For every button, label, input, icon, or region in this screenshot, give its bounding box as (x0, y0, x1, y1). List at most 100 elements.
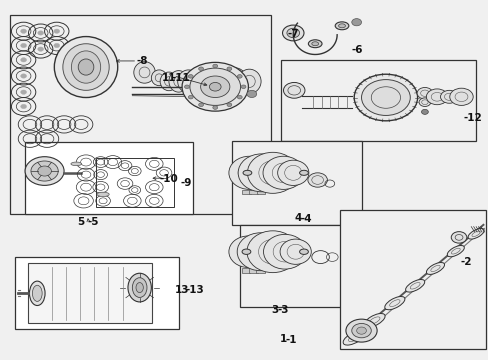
Ellipse shape (299, 170, 308, 175)
Circle shape (449, 88, 472, 105)
Text: -5: -5 (87, 217, 99, 227)
Circle shape (237, 95, 242, 99)
Text: 1: 1 (279, 334, 286, 344)
Ellipse shape (237, 233, 284, 271)
Ellipse shape (263, 234, 306, 269)
Ellipse shape (363, 314, 385, 328)
Text: -3: -3 (277, 305, 288, 315)
Ellipse shape (32, 285, 42, 301)
Ellipse shape (334, 22, 348, 30)
Circle shape (241, 85, 245, 89)
Circle shape (25, 157, 64, 185)
Circle shape (38, 47, 43, 51)
Circle shape (209, 82, 221, 91)
Text: -11: -11 (171, 73, 190, 83)
Circle shape (426, 89, 447, 105)
Text: 5: 5 (78, 217, 84, 227)
Ellipse shape (128, 273, 151, 302)
Ellipse shape (228, 156, 269, 189)
Circle shape (418, 98, 430, 107)
Ellipse shape (467, 229, 483, 239)
Ellipse shape (203, 67, 231, 96)
Circle shape (416, 87, 432, 99)
Bar (10, 15, 271, 214)
Ellipse shape (277, 160, 308, 185)
Ellipse shape (338, 24, 345, 28)
Bar (339, 211, 485, 348)
Ellipse shape (247, 152, 298, 193)
Bar (232, 140, 361, 225)
Circle shape (20, 29, 26, 33)
Bar (25, 142, 193, 214)
Ellipse shape (78, 59, 94, 75)
Circle shape (188, 95, 193, 99)
Text: -12: -12 (463, 113, 482, 123)
Circle shape (182, 62, 248, 111)
Circle shape (212, 106, 217, 109)
Circle shape (345, 319, 376, 342)
Ellipse shape (246, 231, 298, 273)
Ellipse shape (308, 40, 322, 48)
Ellipse shape (263, 156, 304, 189)
Circle shape (38, 166, 51, 176)
Circle shape (282, 25, 304, 41)
Text: -7: -7 (287, 29, 299, 39)
Bar (27, 263, 152, 323)
Ellipse shape (177, 70, 199, 93)
Bar (256, 268, 264, 273)
Circle shape (283, 82, 305, 98)
Circle shape (198, 67, 203, 71)
Ellipse shape (71, 162, 81, 166)
Bar (242, 190, 250, 194)
Ellipse shape (160, 72, 177, 91)
Circle shape (353, 74, 417, 121)
Bar (249, 190, 258, 194)
Ellipse shape (405, 279, 424, 292)
Circle shape (450, 231, 466, 243)
Circle shape (246, 90, 256, 98)
Ellipse shape (299, 249, 308, 255)
Ellipse shape (187, 68, 213, 94)
Ellipse shape (134, 62, 155, 83)
Circle shape (31, 161, 58, 181)
Text: 3: 3 (270, 305, 278, 315)
Bar (15, 257, 178, 329)
Circle shape (351, 323, 370, 338)
Bar (239, 225, 363, 307)
Text: -1: -1 (285, 334, 297, 345)
Circle shape (440, 90, 457, 103)
Text: -6: -6 (351, 45, 363, 55)
Ellipse shape (151, 70, 166, 86)
Ellipse shape (447, 246, 464, 257)
Ellipse shape (426, 262, 444, 274)
Text: -8: -8 (136, 56, 147, 66)
Ellipse shape (71, 51, 101, 83)
Ellipse shape (384, 297, 404, 310)
Circle shape (198, 103, 203, 107)
Bar (241, 268, 250, 273)
Text: -10: -10 (159, 174, 178, 184)
Ellipse shape (280, 239, 311, 264)
Text: 13: 13 (175, 285, 189, 296)
Circle shape (226, 67, 231, 71)
Text: -9: -9 (180, 178, 191, 188)
Circle shape (20, 74, 26, 78)
Circle shape (38, 31, 43, 35)
Text: 4: 4 (294, 213, 301, 222)
Circle shape (356, 327, 366, 334)
Circle shape (184, 85, 189, 89)
Ellipse shape (242, 249, 250, 255)
Text: -13: -13 (184, 285, 203, 296)
Circle shape (20, 43, 26, 48)
Circle shape (20, 58, 26, 62)
Bar (256, 190, 265, 194)
Ellipse shape (168, 71, 188, 92)
Ellipse shape (237, 69, 261, 94)
Circle shape (20, 90, 26, 94)
Circle shape (226, 103, 231, 107)
Bar (248, 268, 257, 273)
Ellipse shape (222, 68, 247, 95)
Ellipse shape (97, 192, 109, 197)
Text: -4: -4 (300, 214, 311, 224)
Ellipse shape (228, 236, 267, 267)
